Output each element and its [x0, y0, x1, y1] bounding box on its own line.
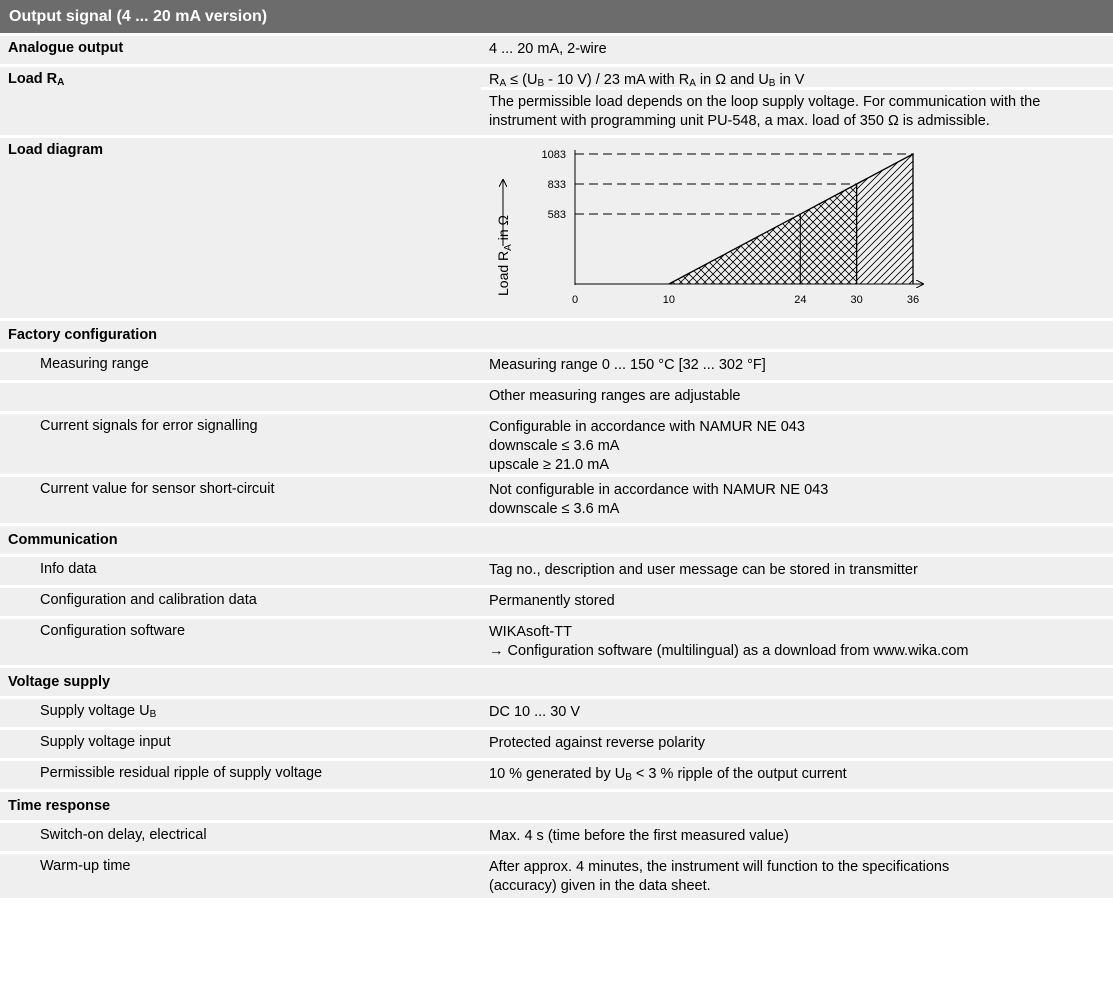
row-load-diagram: Load diagram 0 10 24 30 36 583 833 1083 Voltage …: [0, 138, 1113, 336]
section-header: Output signal (4 ... 20 mA version): [0, 0, 1113, 33]
y-tick-label: 583: [548, 209, 566, 221]
crosshatch-area: [668, 184, 857, 284]
x-tick-label: 30: [851, 294, 863, 306]
row-label: Load diagram: [8, 142, 104, 158]
formula-part: in V: [775, 72, 805, 88]
row-label: Measuring range: [40, 356, 149, 372]
value-line: downscale ≤ 3.6 mA: [489, 501, 620, 517]
row-label: Current signals for error signalling: [40, 418, 258, 434]
formula-part: R: [489, 72, 500, 88]
row-measuring-range: Measuring range Measuring range 0 ... 15…: [0, 352, 1113, 380]
x-tick-label: 36: [907, 294, 919, 306]
value-line: After approx. 4 minutes, the instrument …: [489, 859, 950, 875]
x-tick-label: 10: [663, 294, 675, 306]
row-measuring-range-note: Other measuring ranges are adjustable: [0, 383, 1113, 411]
row-label: Load RA: [0, 67, 478, 135]
row-value: 4 ... 20 mA, 2-wire: [489, 41, 607, 57]
value-line: upscale ≥ 21.0 mA: [489, 457, 609, 473]
load-label: Load R: [8, 71, 58, 87]
row-label: Info data: [40, 561, 97, 577]
row-value: Protected against reverse polarity: [489, 735, 705, 751]
row-load: Load RA RA ≤ (UB - 10 V) / 23 mA with RA…: [0, 67, 1113, 135]
value-line: Configurable in accordance with NAMUR NE…: [489, 419, 805, 435]
value-line: Not configurable in accordance with NAMU…: [489, 482, 829, 498]
formula-part: - 10 V) / 23 mA with R: [544, 72, 690, 88]
row-calibration-data: Configuration and calibration data Perma…: [0, 588, 1113, 616]
row-supply-voltage: Supply voltage UB DC 10 ... 30 V: [0, 699, 1113, 727]
row-label: Warm-up time: [40, 858, 131, 874]
row-value: DC 10 ... 30 V: [489, 704, 581, 720]
value-part: < 3 % ripple of the output current: [631, 766, 847, 782]
row-value: Tag no., description and user message ca…: [489, 562, 918, 578]
row-value: Not configurable in accordance with NAMU…: [481, 477, 1113, 523]
load-formula: RA ≤ (UB - 10 V) / 23 mA with RA in Ω an…: [481, 67, 1113, 89]
row-value: Max. 4 s (time before the first measured…: [489, 828, 789, 844]
x-tick-label: 0: [572, 294, 578, 306]
row-residual-ripple: Permissible residual ripple of supply vo…: [0, 761, 1113, 789]
value-part: 10 % generated by U: [489, 766, 626, 782]
value-line: → Configuration software (multilingual) …: [489, 643, 969, 659]
load-diagram-cell: 0 10 24 30 36 583 833 1083 Voltage UB in V Load R…: [481, 138, 1113, 336]
row-label-empty: [0, 383, 478, 411]
row-warm-up-time: Warm-up time After approx. 4 minutes, th…: [0, 854, 1113, 898]
formula-part: ≤ (U: [506, 72, 538, 88]
value-line: (accuracy) given in the data sheet.: [489, 878, 711, 894]
label-text: Supply voltage U: [40, 703, 150, 719]
y-tick-label: 833: [548, 179, 566, 191]
row-configuration-software: Configuration software WIKAsoft-TT → Con…: [0, 619, 1113, 665]
row-label: Configuration software: [40, 623, 186, 639]
y-axis-label: Load RA in Ω: [495, 215, 514, 296]
load-label-sub: A: [57, 77, 65, 88]
x-tick-label: 24: [794, 294, 806, 306]
label-sub: B: [149, 709, 157, 720]
load-line: [668, 152, 914, 285]
row-label: Permissible residual ripple of supply vo…: [40, 765, 323, 781]
section-voltage-supply: Voltage supply: [0, 668, 1113, 696]
row-label: Supply voltage input: [40, 734, 171, 750]
row-analogue-output: Analogue output 4 ... 20 mA, 2-wire: [0, 36, 1113, 64]
section-time-response: Time response: [0, 792, 1113, 820]
formula-sub: B: [768, 78, 776, 89]
row-supply-voltage-input: Supply voltage input Protected against r…: [0, 730, 1113, 758]
x-axis-label: Voltage UB in V: [692, 317, 788, 318]
value-sub: B: [625, 772, 632, 783]
load-values: RA ≤ (UB - 10 V) / 23 mA with RA in Ω an…: [481, 67, 1113, 135]
row-label: Analogue output: [8, 40, 124, 56]
row-value: After approx. 4 minutes, the instrument …: [481, 854, 1113, 898]
row-label: Switch-on delay, electrical: [40, 827, 207, 843]
row-short-circuit: Current value for sensor short-circuit N…: [0, 477, 1113, 523]
row-info-data: Info data Tag no., description and user …: [0, 557, 1113, 585]
row-value: 10 % generated by UB < 3 % ripple of the…: [481, 761, 1113, 789]
formula-sub: B: [537, 78, 545, 89]
load-diagram-chart: 0 10 24 30 36 583 833 1083 Voltage UB in V Load R…: [495, 149, 1113, 336]
row-switch-on-delay: Switch-on delay, electrical Max. 4 s (ti…: [0, 823, 1113, 851]
row-value: Measuring range 0 ... 150 °C [32 ... 302…: [489, 357, 766, 373]
row-value: Other measuring ranges are adjustable: [489, 388, 741, 404]
row-label: Supply voltage UB: [0, 699, 478, 727]
row-label: Configuration and calibration data: [40, 592, 257, 608]
formula-sub: A: [499, 78, 507, 89]
row-error-signalling: Current signals for error signalling Con…: [0, 414, 1113, 474]
formula-part: in Ω and U: [695, 72, 769, 88]
value-line: downscale ≤ 3.6 mA: [489, 438, 620, 454]
y-tick-label: 1083: [542, 149, 566, 161]
formula-sub: A: [689, 78, 696, 89]
load-note: The permissible load depends on the loop…: [489, 94, 1041, 129]
spec-sheet: Output signal (4 ... 20 mA version) Anal…: [0, 0, 1113, 898]
row-label: Current value for sensor short-circuit: [40, 481, 275, 497]
section-communication: Communication: [0, 526, 1113, 554]
diagonal-hatch-area: [856, 154, 913, 284]
row-value: Configurable in accordance with NAMUR NE…: [481, 414, 1113, 474]
row-value: WIKAsoft-TT → Configuration software (mu…: [481, 619, 1113, 665]
section-factory-configuration: Factory configuration: [0, 321, 1113, 349]
row-value: Permanently stored: [489, 593, 615, 609]
value-line: WIKAsoft-TT: [489, 624, 572, 640]
